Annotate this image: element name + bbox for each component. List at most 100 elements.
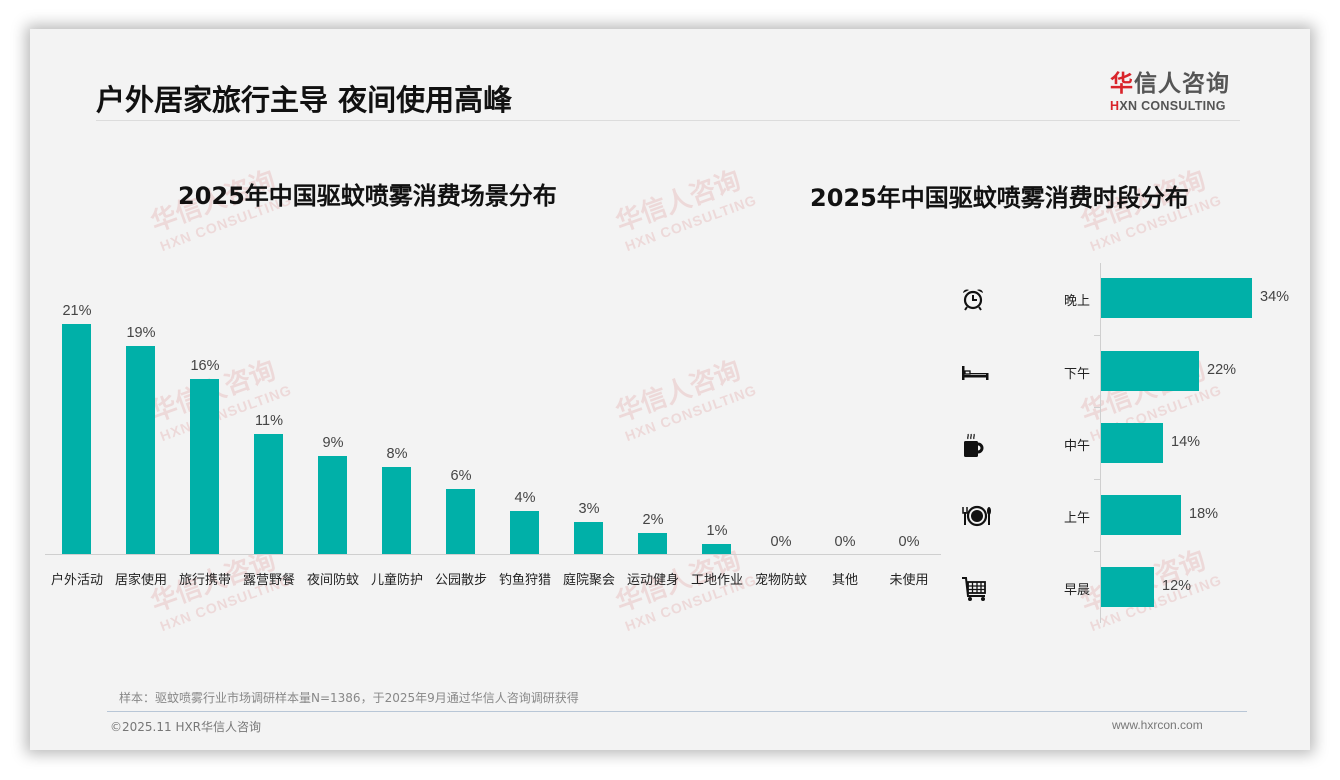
scene-bar[interactable] — [446, 489, 475, 555]
logo-cn-first: 华 — [1110, 71, 1134, 97]
scene-bar[interactable] — [190, 379, 219, 555]
scene-bar-chart: 21% 19% 16% 11% 9% 8% 6% 4% 3% 2% 1% 0% 0% 0% — [45, 259, 941, 555]
scene-bar[interactable] — [254, 434, 283, 555]
sample-note: 样本：驱蚊喷雾行业市场调研样本量N=1386，于2025年9月通过华信人咨询调研… — [119, 691, 579, 705]
period-bar[interactable] — [1101, 278, 1252, 318]
period-bar-row: 晚上 34% — [30, 278, 1310, 318]
scene-bar-group: 2% — [621, 259, 685, 555]
scene-bar[interactable] — [702, 544, 731, 555]
period-bar-value: 14% — [1171, 434, 1201, 450]
scene-bar-group: 8% — [365, 259, 429, 555]
scene-bar-value: 0% — [898, 534, 920, 550]
scene-category-label: 工地作业 — [690, 573, 743, 588]
scene-category-label: 居家使用 — [114, 573, 167, 588]
scene-category-label: 其他 — [831, 573, 858, 588]
scene-category-label: 公园散步 — [434, 573, 487, 588]
scene-bar-value: 9% — [322, 435, 344, 451]
scene-bar-group: 21% — [45, 259, 109, 555]
scene-bar-value: 1% — [706, 523, 728, 539]
scene-category-label: 钓鱼狩猎 — [498, 573, 551, 588]
axis-tick — [1094, 335, 1100, 336]
copyright: ©2025.11 HXR华信人咨询 — [110, 720, 262, 734]
scene-bar-value: 3% — [578, 501, 600, 517]
period-chart-title: 2025年中国驱蚊喷雾消费时段分布 — [810, 184, 1189, 212]
plate-cutlery-icon — [960, 503, 991, 529]
logo-en-first: H — [1110, 99, 1120, 113]
scene-bar-value: 0% — [770, 534, 792, 550]
x-axis-line — [45, 554, 941, 555]
scene-bar-group: 3% — [557, 259, 621, 555]
scene-bar-value: 21% — [62, 303, 92, 319]
shopping-cart-icon — [960, 575, 986, 601]
scene-bar-value: 11% — [255, 413, 283, 429]
period-category-label: 上午 — [1064, 511, 1091, 526]
scene-category-label: 户外活动 — [50, 573, 103, 588]
scene-bar[interactable] — [638, 533, 667, 555]
scene-category-label: 运动健身 — [626, 573, 679, 588]
coffee-mug-icon — [960, 431, 986, 457]
scene-bar-value: 2% — [642, 512, 664, 528]
title-divider — [96, 120, 1240, 121]
brand-logo: 华信人咨询 HXN CONSULTING — [1110, 64, 1240, 113]
scene-bar-group: 1% — [685, 259, 749, 555]
scene-category-label: 旅行携带 — [178, 573, 231, 588]
period-bar[interactable] — [1101, 351, 1199, 391]
period-bar[interactable] — [1101, 567, 1154, 607]
period-category-label: 中午 — [1064, 439, 1091, 454]
logo-cn-rest: 信人咨询 — [1134, 71, 1230, 97]
scene-bar-value: 19% — [126, 325, 156, 341]
scene-bar[interactable] — [62, 324, 91, 555]
scene-bar-group: 0% — [877, 259, 941, 555]
period-bar-value: 34% — [1260, 289, 1290, 305]
scene-category-label: 宠物防蚊 — [754, 573, 807, 588]
axis-tick — [1094, 407, 1100, 408]
period-category-label: 早晨 — [1064, 583, 1091, 598]
period-bar[interactable] — [1101, 495, 1181, 535]
scene-category-label: 未使用 — [889, 573, 929, 588]
axis-tick — [1094, 479, 1100, 480]
watermark-cn: 华信人咨询 — [612, 165, 745, 239]
scene-bar-value: 16% — [190, 358, 220, 374]
axis-tick — [1094, 551, 1100, 552]
scene-bar-group: 4% — [493, 259, 557, 555]
bed-icon — [960, 359, 989, 385]
scene-bar-group: 0% — [749, 259, 813, 555]
period-bar-row: 早晨 12% — [30, 567, 1310, 607]
scene-category-label: 夜间防蚊 — [306, 573, 359, 588]
scene-bar-value: 8% — [386, 446, 408, 462]
logo-en-rest: XN CONSULTING — [1119, 99, 1226, 113]
period-category-label: 晚上 — [1064, 294, 1091, 309]
scene-bar-group: 6% — [429, 259, 493, 555]
period-category-label: 下午 — [1064, 367, 1091, 382]
page-title: 户外居家旅行主导 夜间使用高峰 — [96, 83, 513, 117]
website-link[interactable]: www.hxrcon.com — [1112, 718, 1203, 732]
scene-bar-group: 16% — [173, 259, 237, 555]
scene-category-label: 庭院聚会 — [562, 573, 615, 588]
period-bar[interactable] — [1101, 423, 1163, 463]
scene-bar[interactable] — [382, 467, 411, 555]
y-axis-line — [1100, 263, 1101, 623]
scene-bar-group: 9% — [301, 259, 365, 555]
scene-category-label: 露营野餐 — [242, 573, 295, 588]
alarm-clock-icon — [960, 286, 986, 312]
period-bar-value: 18% — [1189, 506, 1219, 522]
scene-bar[interactable] — [318, 456, 347, 555]
period-bar-row: 上午 18% — [30, 495, 1310, 535]
scene-bar-value: 0% — [834, 534, 856, 550]
scene-bar-value: 6% — [450, 468, 472, 484]
scene-category-label: 儿童防护 — [370, 573, 423, 588]
scene-bar-group: 11% — [237, 259, 301, 555]
period-bar-row: 下午 22% — [30, 351, 1310, 391]
scene-bar-group: 19% — [109, 259, 173, 555]
slide: 户外居家旅行主导 夜间使用高峰 华信人咨询 HXN CONSULTING 华信人… — [30, 29, 1310, 750]
scene-bar[interactable] — [510, 511, 539, 555]
period-bar-value: 12% — [1162, 578, 1192, 594]
scene-chart-title: 2025年中国驱蚊喷雾消费场景分布 — [178, 182, 557, 210]
scene-bar[interactable] — [574, 522, 603, 555]
scene-bar[interactable] — [126, 346, 155, 555]
period-bar-value: 22% — [1207, 362, 1237, 378]
scene-bar-value: 4% — [514, 490, 536, 506]
footer-divider — [107, 711, 1247, 712]
watermark-en: HXN CONSULTING — [622, 191, 759, 255]
